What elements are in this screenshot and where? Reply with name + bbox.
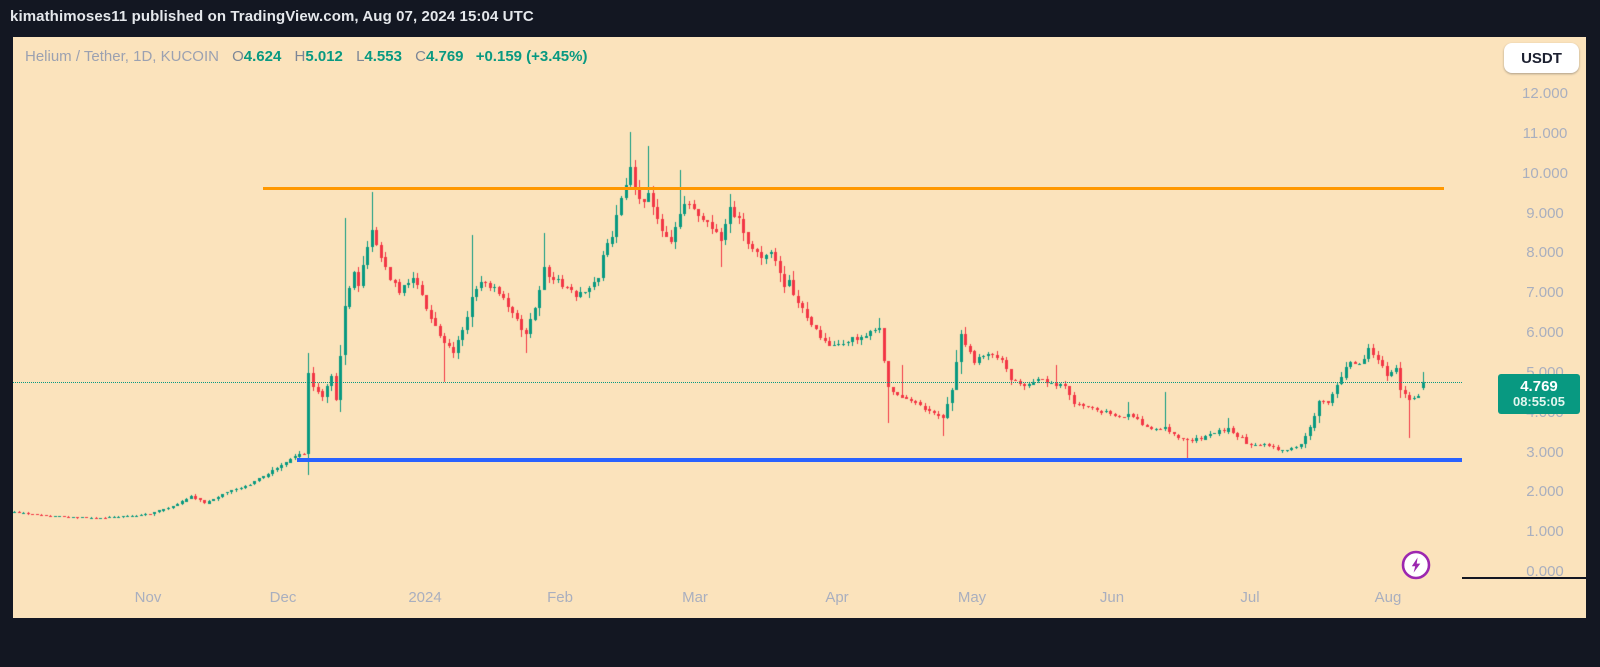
price-tick: 10.000	[1522, 164, 1568, 182]
current-price-line	[13, 382, 1462, 383]
lightning-icon	[1401, 550, 1431, 580]
price-tick: 6.000	[1526, 324, 1564, 342]
publish-text: kimathimoses11 published on TradingView.…	[10, 8, 534, 25]
time-tick: 2024	[408, 589, 442, 606]
legend-change: +0.159 (+3.45%)	[475, 48, 588, 65]
price-tick: 8.000	[1526, 244, 1564, 262]
legend-low: L4.553	[356, 48, 402, 65]
currency-button[interactable]: USDT	[1504, 43, 1579, 73]
price-tick: 11.000	[1522, 124, 1568, 142]
time-tick: Apr	[825, 589, 849, 606]
support-trendline[interactable]	[297, 458, 1462, 462]
time-tick: Dec	[269, 589, 297, 606]
legend-title[interactable]: Helium / Tether, 1D, KUCOIN	[25, 48, 219, 65]
legend-high: H5.012	[294, 48, 343, 65]
price-scale[interactable]: 12.000 11.000 10.000 9.000 8.000 7.000 6.000 5.…	[1475, 37, 1586, 580]
time-tick: May	[957, 589, 987, 606]
current-price-countdown: 08:55:05	[1512, 394, 1566, 410]
time-tick: Feb	[547, 589, 573, 606]
price-tick: 1.000	[1526, 523, 1564, 541]
candlestick-canvas[interactable]	[13, 37, 1462, 578]
current-price-label[interactable]: 4.769 08:55:05	[1498, 374, 1580, 414]
publish-bar: kimathimoses11 published on TradingView.…	[0, 0, 1600, 37]
time-scale[interactable]: Nov Dec 2024 Feb Mar Apr May Jun Jul Aug	[13, 585, 1586, 618]
resistance-trendline[interactable]	[263, 187, 1444, 190]
axis-corner-line	[1462, 577, 1586, 579]
legend: Helium / Tether, 1D, KUCOIN O4.624 H5.01…	[25, 48, 587, 65]
time-tick: Aug	[1374, 589, 1402, 606]
price-tick: 3.000	[1526, 443, 1564, 461]
legend-open: O4.624	[232, 48, 282, 65]
current-price-value: 4.769	[1520, 377, 1558, 395]
time-tick: Jun	[1099, 589, 1125, 606]
time-tick: Jul	[1240, 589, 1260, 606]
time-tick: Mar	[682, 589, 708, 606]
chart-panel: Helium / Tether, 1D, KUCOIN O4.624 H5.01…	[13, 37, 1586, 618]
price-tick: 7.000	[1526, 284, 1564, 302]
price-tick: 12.000	[1522, 85, 1568, 103]
lightning-button[interactable]	[1401, 550, 1431, 580]
legend-close: C4.769	[415, 48, 464, 65]
footer-bar: TradingView	[0, 618, 1600, 667]
price-tick: 2.000	[1526, 483, 1564, 501]
price-tick: 0.000	[1526, 563, 1564, 580]
time-tick: Nov	[134, 589, 162, 606]
price-tick: 9.000	[1526, 204, 1564, 222]
